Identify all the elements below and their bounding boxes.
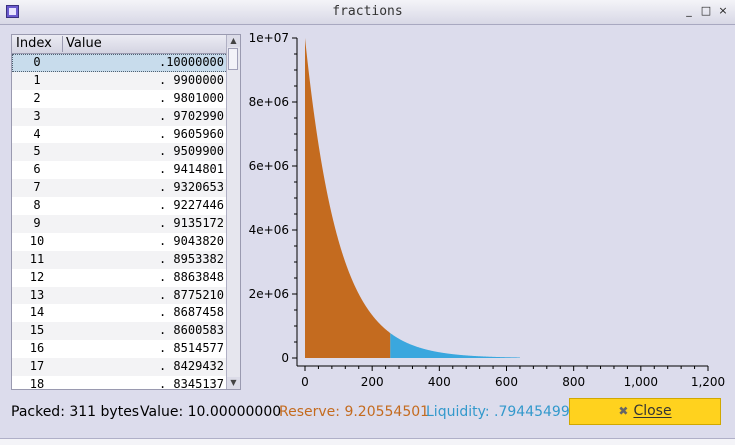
x-tick-label: 400 bbox=[428, 375, 451, 389]
row-index-cell: 9 bbox=[33, 216, 41, 231]
table-row[interactable]: 17 . 8429432 bbox=[12, 358, 228, 377]
scroll-up-icon[interactable]: ▲ bbox=[227, 35, 240, 47]
row-index-cell: 5 bbox=[33, 144, 41, 159]
row-index-cell: 15 bbox=[29, 323, 45, 338]
scroll-down-icon[interactable]: ▼ bbox=[227, 377, 240, 389]
x-tick-label: 0 bbox=[301, 375, 309, 389]
title-bar: fractions _ □ × bbox=[0, 0, 735, 25]
x-tick-label: 1,200 bbox=[691, 375, 725, 389]
window-title: fractions bbox=[332, 4, 403, 19]
window-bottom-edge bbox=[0, 438, 735, 445]
close-window-icon[interactable]: × bbox=[718, 4, 728, 17]
row-value-cell: . 9900000 bbox=[158, 72, 224, 87]
row-index-cell: 14 bbox=[29, 305, 45, 320]
close-button[interactable]: ✖ Close bbox=[569, 398, 721, 425]
close-x-icon: ✖ bbox=[618, 404, 629, 418]
row-value-cell: . 8345137 bbox=[158, 377, 224, 390]
row-value-cell: . 9135172 bbox=[158, 216, 224, 231]
row-value-cell: . 9801000 bbox=[158, 90, 224, 105]
table-row[interactable]: 10 . 9043820 bbox=[12, 233, 228, 251]
table-row[interactable]: 7 . 9320653 bbox=[12, 179, 228, 198]
row-value-cell: . 9227446 bbox=[158, 198, 224, 213]
y-tick-label: 1e+07 bbox=[249, 31, 289, 45]
liquidity-label: Liquidity: .79445499 bbox=[426, 404, 570, 420]
table-row[interactable]: 8 . 9227446 bbox=[12, 197, 228, 215]
row-value-cell: . 8429432 bbox=[158, 359, 224, 374]
row-index-cell: 8 bbox=[33, 198, 41, 213]
row-value-cell: . 8775210 bbox=[158, 287, 224, 302]
close-button-label: Close bbox=[633, 403, 672, 419]
x-tick-label: 800 bbox=[562, 375, 585, 389]
decay-area-chart: 0 200 400 600 800 1,000 1,200 0 2e+06 4e+06 6e+06 8… bbox=[249, 31, 726, 389]
row-index-cell: 18 bbox=[29, 377, 45, 390]
x-tick-label: 600 bbox=[495, 375, 518, 389]
row-index-cell: 6 bbox=[33, 162, 41, 177]
area-segment-0 bbox=[305, 38, 391, 358]
table-row[interactable]: 6 . 9414801 bbox=[12, 161, 228, 179]
x-tick-label: 200 bbox=[361, 375, 384, 389]
minimize-icon[interactable]: _ bbox=[686, 4, 692, 17]
table-header: Index Value bbox=[12, 35, 228, 54]
x-tick-label: 1,000 bbox=[624, 375, 658, 389]
row-index-cell: 7 bbox=[33, 180, 41, 195]
row-value-cell: . 8953382 bbox=[158, 251, 224, 266]
row-index-cell: 1 bbox=[33, 72, 41, 87]
table-row[interactable]: 16 . 8514577 bbox=[12, 340, 228, 358]
row-index-cell: 4 bbox=[33, 126, 41, 141]
table-row[interactable]: 0 .10000000 bbox=[12, 54, 228, 72]
row-index-cell: 16 bbox=[29, 341, 45, 356]
row-value-cell: . 8514577 bbox=[158, 341, 224, 356]
table-row[interactable]: 11 . 8953382 bbox=[12, 250, 228, 269]
row-value-cell: . 9509900 bbox=[158, 144, 224, 159]
table-row[interactable]: 18 . 8345137 bbox=[12, 376, 228, 390]
row-value-cell: . 8863848 bbox=[158, 269, 224, 284]
row-index-cell: 10 bbox=[29, 233, 45, 248]
row-value-cell: . 8600583 bbox=[158, 323, 224, 338]
y-tick-label: 8e+06 bbox=[249, 95, 289, 109]
row-value-cell: . 9043820 bbox=[158, 233, 224, 248]
y-tick-label: 0 bbox=[281, 351, 289, 365]
row-value-cell: . 9414801 bbox=[158, 162, 224, 177]
row-value-cell: . 9320653 bbox=[158, 180, 224, 195]
row-value-cell: . 9702990 bbox=[158, 108, 224, 123]
table-row[interactable]: 1 . 9900000 bbox=[12, 71, 228, 90]
table-row[interactable]: 3 . 9702990 bbox=[12, 107, 228, 126]
y-tick-label: 4e+06 bbox=[249, 223, 289, 237]
table-row[interactable]: 14 . 8687458 bbox=[12, 304, 228, 322]
row-value-cell: . 9605960 bbox=[158, 126, 224, 141]
table-body: 0 .10000000 1 . 9900000 2 . 9801000 3 . 9702990… bbox=[12, 54, 228, 390]
table-row[interactable]: 13 . 8775210 bbox=[12, 286, 228, 305]
fractions-table[interactable]: Index Value 0 .10000000 1 . 9900000 2 . 98010… bbox=[11, 34, 241, 390]
row-index-cell: 17 bbox=[29, 359, 45, 374]
row-index-cell: 11 bbox=[29, 251, 45, 266]
table-row[interactable]: 12 . 8863848 bbox=[12, 269, 228, 287]
reserve-label: Reserve: 9.20554501 bbox=[279, 404, 430, 420]
scrollbar-thumb[interactable] bbox=[228, 48, 238, 70]
row-index-cell: 0 bbox=[33, 55, 41, 69]
table-row[interactable]: 5 . 9509900 bbox=[12, 143, 228, 162]
table-row[interactable]: 2 . 9801000 bbox=[12, 90, 228, 108]
row-index-cell: 13 bbox=[29, 287, 45, 302]
column-header-value[interactable]: Value bbox=[66, 36, 102, 51]
table-row[interactable]: 9 . 9135172 bbox=[12, 215, 228, 233]
column-header-index[interactable]: Index bbox=[16, 36, 63, 52]
app-icon[interactable] bbox=[6, 5, 19, 18]
vertical-scrollbar[interactable]: ▲ ▼ bbox=[226, 35, 240, 389]
table-row[interactable]: 4 . 9605960 bbox=[12, 126, 228, 144]
value-label: Value: 10.00000000 bbox=[140, 404, 282, 420]
row-index-cell: 12 bbox=[29, 269, 45, 284]
y-tick-label: 2e+06 bbox=[249, 287, 289, 301]
row-value-cell: . 8687458 bbox=[158, 305, 224, 320]
row-index-cell: 3 bbox=[33, 108, 41, 123]
row-value-cell: .10000000 bbox=[158, 55, 224, 69]
table-row[interactable]: 15 . 8600583 bbox=[12, 322, 228, 341]
row-index-cell: 2 bbox=[33, 90, 41, 105]
maximize-icon[interactable]: □ bbox=[700, 4, 712, 17]
y-tick-label: 6e+06 bbox=[249, 159, 289, 173]
area-segment-1 bbox=[390, 333, 520, 358]
packed-size-label: Packed: 311 bytes bbox=[11, 404, 140, 420]
